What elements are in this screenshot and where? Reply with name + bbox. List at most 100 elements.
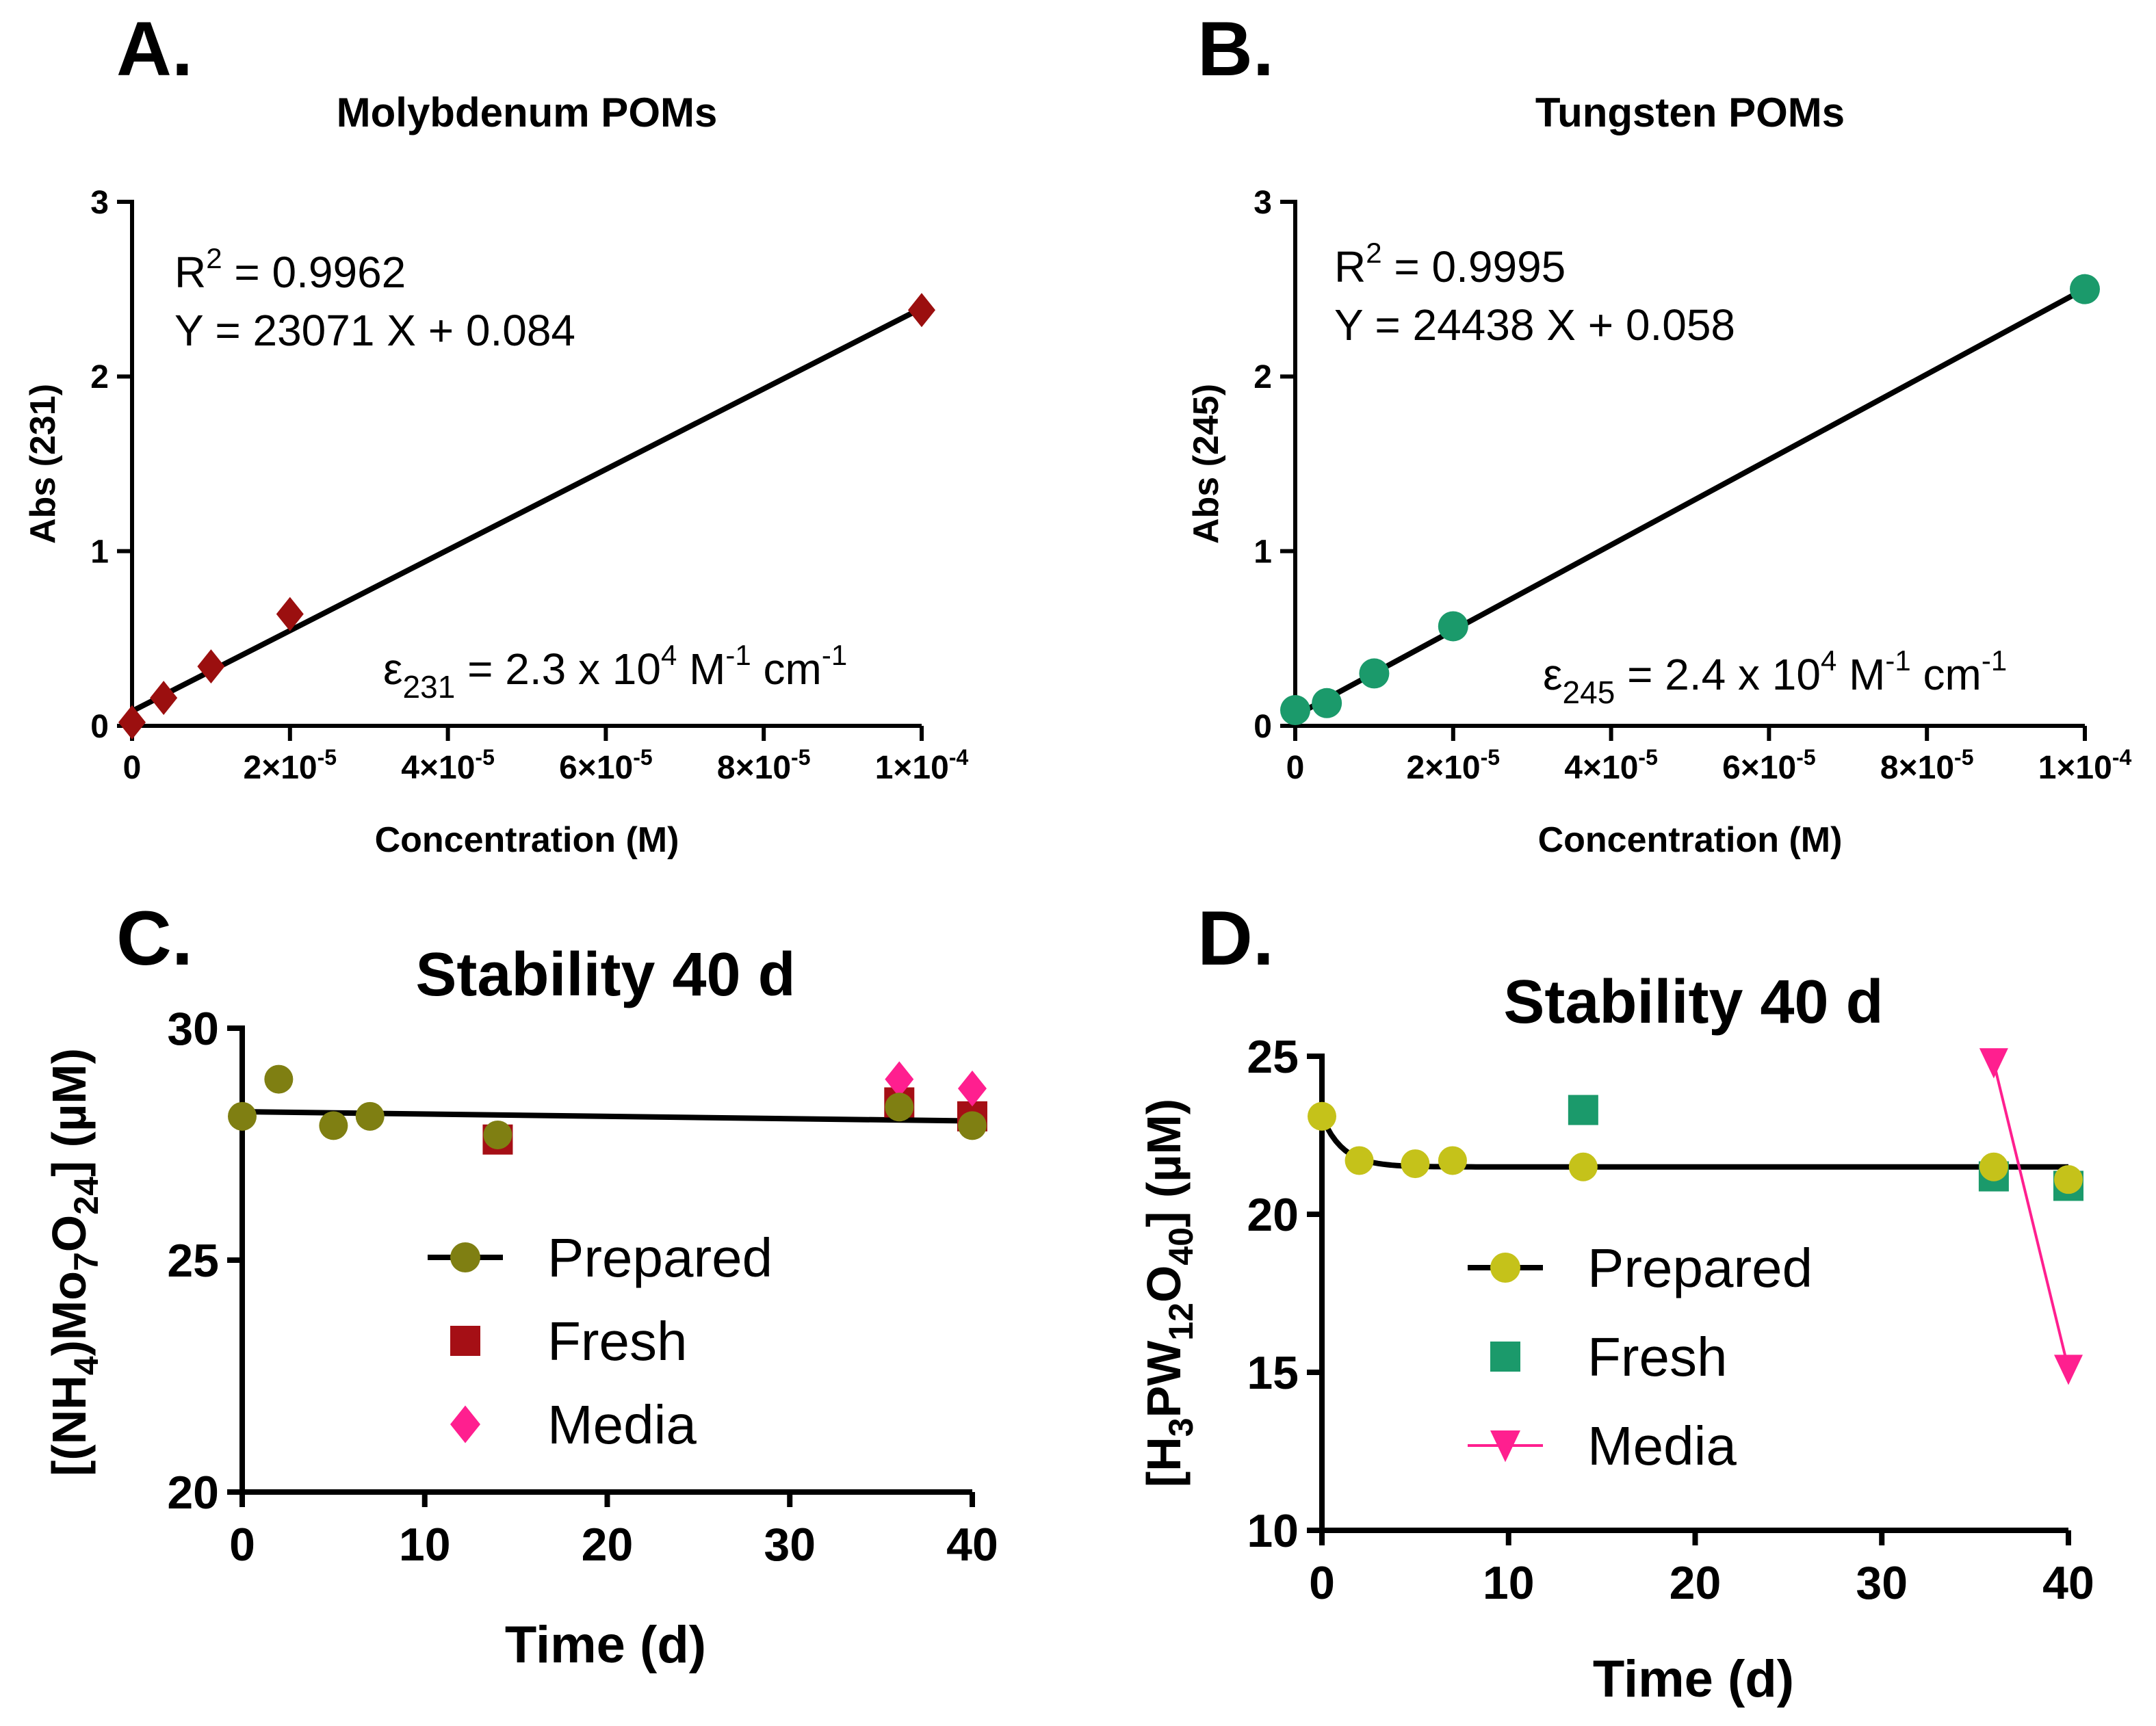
legend-marker xyxy=(1490,1342,1520,1372)
fit-curve xyxy=(1319,1115,2068,1170)
legend-item-prepared: Prepared xyxy=(428,1227,772,1288)
tick-exponent: -5 xyxy=(475,745,494,770)
x-tick-label: 20 xyxy=(582,1519,634,1571)
data-point-prepared xyxy=(1979,1152,2008,1181)
legend-label: Media xyxy=(547,1394,697,1455)
chart-title: Molybdenum POMs xyxy=(337,90,718,135)
data-point-prepared xyxy=(1568,1152,1598,1181)
tick-exponent: -5 xyxy=(1796,745,1815,770)
legend-label: Fresh xyxy=(547,1311,688,1372)
data-point xyxy=(118,705,146,740)
legend: Prepared Fresh Media xyxy=(428,1227,772,1455)
y-axis-label: [(NH4)Mo7O24] (µM) xyxy=(42,1048,105,1476)
y-tick-label: 2 xyxy=(1254,359,1272,395)
legend-label: Prepared xyxy=(1587,1238,1813,1298)
y-tick-label: 3 xyxy=(1254,185,1272,221)
panel-label: D. xyxy=(1197,895,1274,981)
x-tick-label: 4×10-5 xyxy=(1564,745,1658,786)
y-tick-label: 3 xyxy=(90,185,109,221)
data-point-prepared xyxy=(264,1064,294,1094)
legend-marker xyxy=(450,1405,480,1443)
tick-base: 2×10 xyxy=(1407,750,1481,786)
y-tick-label: 15 xyxy=(1247,1347,1299,1399)
x-tick-label: 8×10-5 xyxy=(717,745,811,786)
epsilon-annotation: ε231 = 2.3 x 104 M-1 cm-1 xyxy=(383,639,847,705)
tick-exponent: -5 xyxy=(1481,745,1500,770)
legend-item-media: Media xyxy=(450,1394,697,1455)
y-tick-label: 1 xyxy=(1254,534,1272,570)
media-line xyxy=(1992,1062,2070,1370)
x-tick-label: 2×10-5 xyxy=(1407,745,1501,786)
tick-exponent: -4 xyxy=(949,745,969,770)
x-tick-label: 2×10-5 xyxy=(244,745,337,786)
tick-base: 0 xyxy=(1286,750,1305,786)
legend-item-prepared: Prepared xyxy=(1468,1238,1813,1298)
panel-label: C. xyxy=(116,895,193,981)
x-axis-label: Time (d) xyxy=(505,1616,706,1674)
x-tick-label: 30 xyxy=(764,1519,816,1571)
legend: Prepared Fresh Media xyxy=(1468,1238,1813,1476)
data-point xyxy=(1312,688,1342,718)
data-point-prepared xyxy=(319,1111,348,1140)
chart-title: Stability 40 d xyxy=(415,941,795,1009)
tick-exponent: -5 xyxy=(633,745,652,770)
data-point-media xyxy=(958,1070,987,1107)
x-tick-label: 0 xyxy=(123,750,142,786)
data-point-prepared xyxy=(1308,1101,1336,1131)
data-point-prepared xyxy=(2054,1165,2083,1194)
panel-c: C. Stability 40 d [(NH4)Mo7O24] (µM) Tim… xyxy=(42,895,998,1674)
tick-base: 6×10 xyxy=(1722,750,1796,786)
tick-base: 2×10 xyxy=(244,750,317,786)
data-point-prepared xyxy=(483,1120,512,1149)
equation-annotation: Y = 24438 X + 0.058 xyxy=(1334,300,1735,350)
x-tick-label: 1×10-4 xyxy=(875,745,969,786)
data-point-prepared xyxy=(228,1101,257,1131)
tick-base: 8×10 xyxy=(1880,750,1954,786)
tick-base: 4×10 xyxy=(1564,750,1638,786)
x-tick-label: 0 xyxy=(229,1519,255,1571)
y-tick-label: 30 xyxy=(167,1003,219,1055)
x-tick-label: 10 xyxy=(1483,1557,1535,1609)
x-tick-label: 0 xyxy=(1286,750,1305,786)
y-tick-label: 0 xyxy=(90,709,109,745)
data-point xyxy=(150,681,178,716)
tick-exponent: -5 xyxy=(791,745,810,770)
tick-base: 0 xyxy=(123,750,142,786)
panel-b: B. Tungsten POMs Abs (245) Concentration… xyxy=(1186,6,2131,860)
y-tick-label: 10 xyxy=(1247,1505,1299,1557)
tick-exponent: -5 xyxy=(317,745,337,770)
data-point-media xyxy=(885,1061,914,1097)
legend-marker xyxy=(450,1242,480,1272)
data-point xyxy=(908,293,935,328)
legend-marker xyxy=(450,1326,480,1356)
x-tick-label: 6×10-5 xyxy=(1722,745,1816,786)
tick-base: 1×10 xyxy=(2038,750,2112,786)
legend-marker xyxy=(1490,1253,1520,1283)
legend-item-media: Media xyxy=(1468,1415,1737,1476)
data-point-media xyxy=(2054,1355,2083,1385)
data-point-prepared xyxy=(1401,1149,1430,1179)
legend-label: Media xyxy=(1587,1415,1737,1476)
r2-annotation: R2 = 0.9962 xyxy=(174,242,406,297)
tick-base: 1×10 xyxy=(875,750,949,786)
data-point xyxy=(276,597,304,631)
x-tick-label: 10 xyxy=(399,1519,451,1571)
tick-exponent: -5 xyxy=(1954,745,1973,770)
x-tick-label: 6×10-5 xyxy=(559,745,653,786)
x-tick-label: 8×10-5 xyxy=(1880,745,1974,786)
data-point xyxy=(1280,695,1310,726)
data-point-media xyxy=(1979,1048,2008,1079)
equation-annotation: Y = 23071 X + 0.084 xyxy=(174,306,575,355)
data-point xyxy=(1438,611,1468,642)
legend-item-fresh: Fresh xyxy=(450,1311,688,1372)
tick-exponent: -4 xyxy=(2112,745,2132,770)
y-tick-label: 2 xyxy=(90,359,109,395)
x-axis-label: Concentration (M) xyxy=(1538,820,1843,860)
data-point xyxy=(197,649,225,684)
x-tick-label: 0 xyxy=(1309,1557,1335,1609)
tick-base: 6×10 xyxy=(559,750,633,786)
data-point-prepared xyxy=(958,1111,987,1140)
data-point xyxy=(2070,274,2100,304)
x-tick-label: 30 xyxy=(1856,1557,1908,1609)
